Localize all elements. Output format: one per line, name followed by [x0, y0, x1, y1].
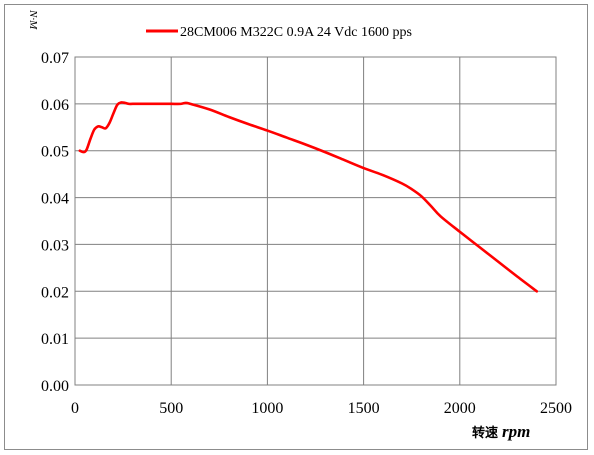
chart-frame	[4, 4, 588, 450]
series-group	[78, 101, 539, 293]
y-tick-label: 0.06	[41, 97, 69, 114]
x-axis-tick-labels: 0 500 1000 1500 2000 2500	[71, 400, 572, 417]
x-tick-label: 1500	[348, 400, 380, 417]
x-tick-label: 0	[71, 400, 79, 417]
x-tick-label: 1000	[251, 400, 283, 417]
y-tick-label: 0.02	[41, 284, 69, 301]
legend-label: 28CM006 M322C 0.9A 24 Vdc 1600 pps	[180, 25, 412, 40]
y-tick-label: 0.05	[41, 144, 69, 161]
x-tick-label: 500	[159, 400, 183, 417]
x-axis-label: 转速	[472, 425, 498, 441]
y-tick-label: 0.04	[41, 191, 69, 208]
y-axis-tick-labels: 0.00 0.01 0.02 0.03 0.04 0.05 0.06 0.07	[41, 50, 69, 395]
y-tick-label: 0.03	[41, 237, 69, 254]
grid-lines	[74, 56, 557, 386]
y-axis-label: N·M	[27, 9, 39, 30]
plot-area-border	[74, 56, 557, 386]
x-tick-label: 2000	[444, 400, 476, 417]
y-tick-label: 0.00	[41, 378, 69, 395]
y-tick-label: 0.01	[41, 331, 69, 348]
series-line	[78, 101, 539, 293]
x-axis-unit: rpm	[502, 422, 530, 441]
y-tick-label: 0.07	[41, 50, 69, 67]
legend: 28CM006 M322C 0.9A 24 Vdc 1600 pps	[146, 25, 412, 40]
x-tick-label: 2500	[540, 400, 572, 417]
